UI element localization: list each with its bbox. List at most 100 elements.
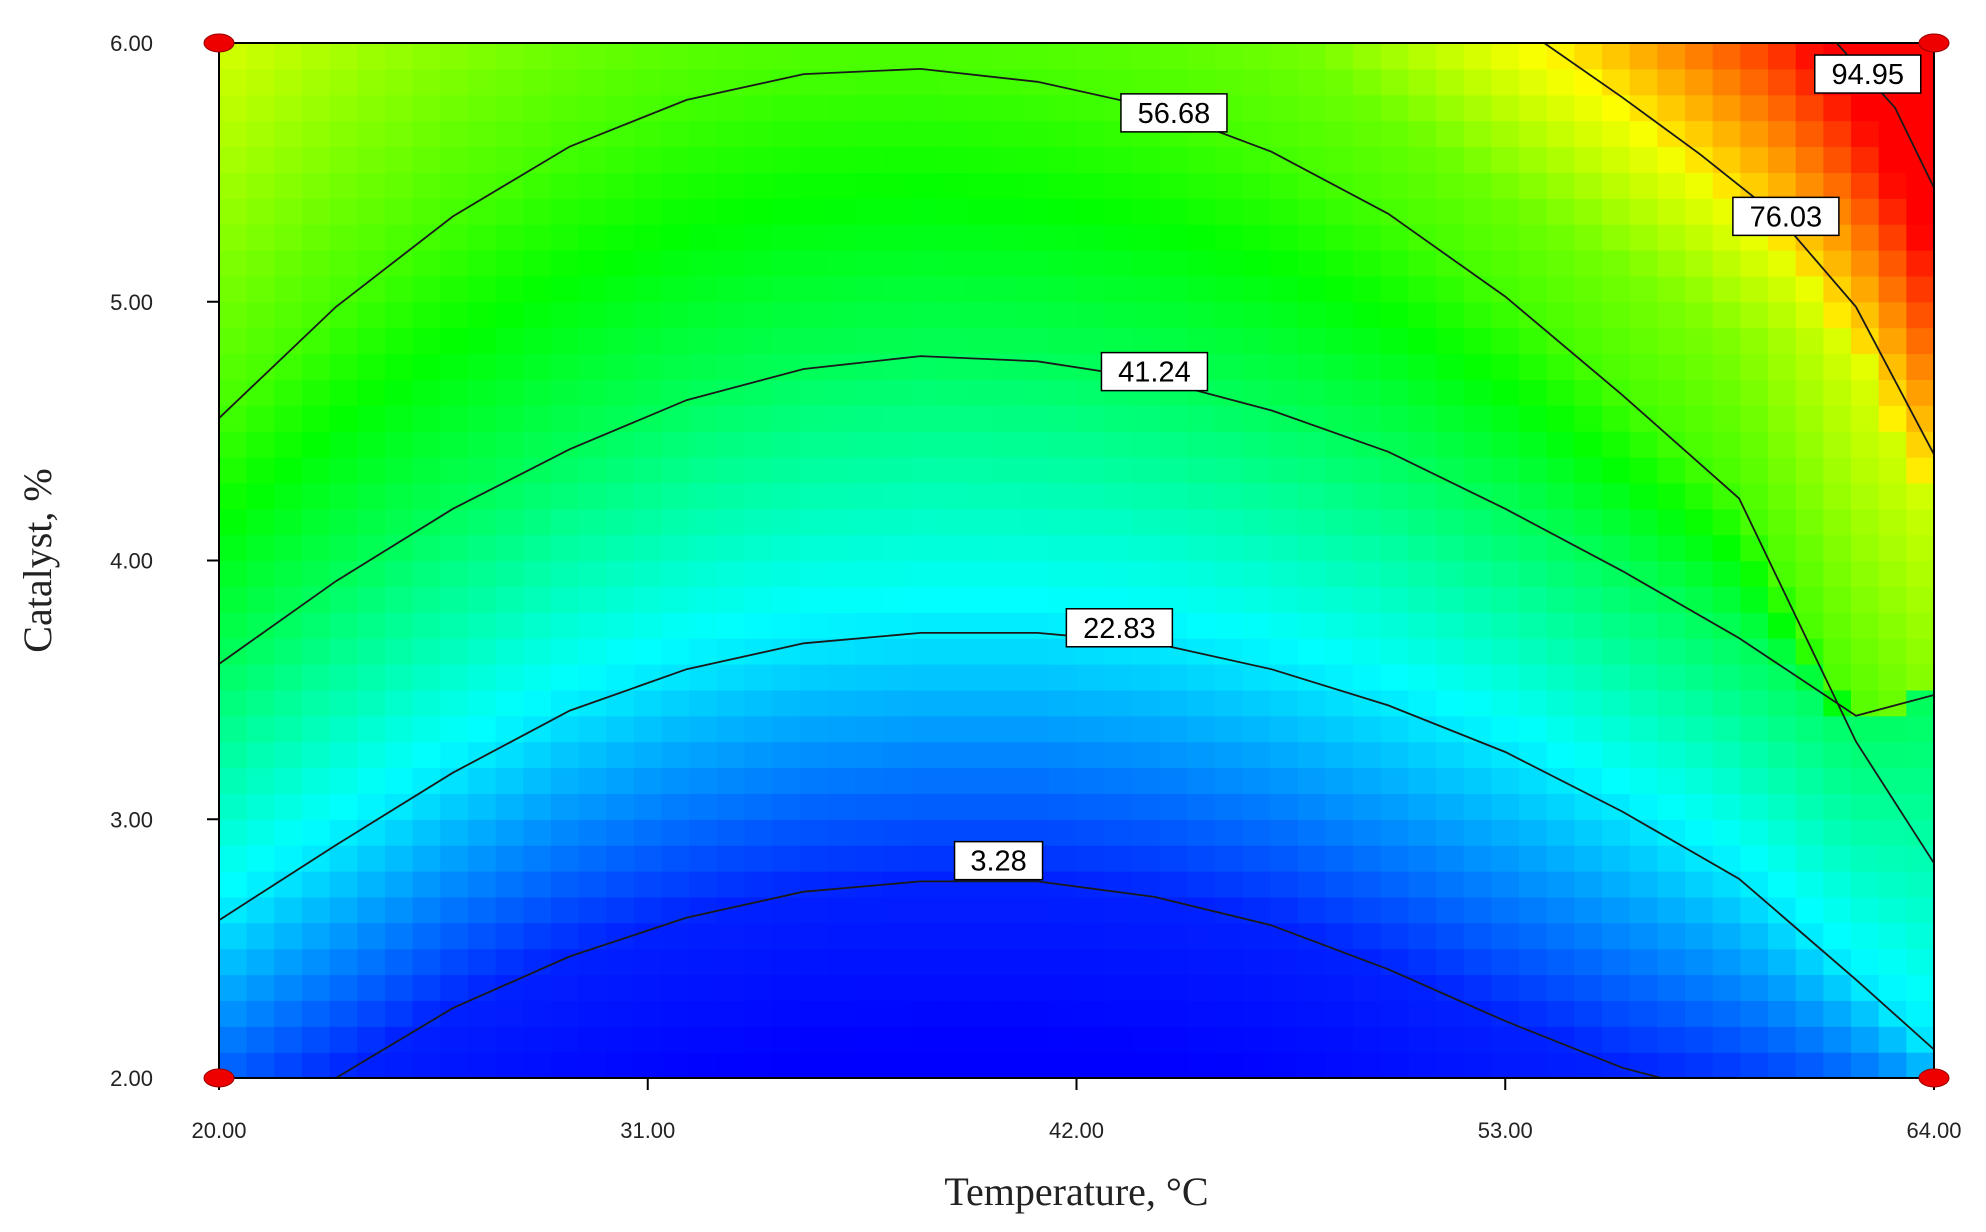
heatmap-cell: [882, 120, 912, 148]
heatmap-cell: [772, 664, 801, 691]
heatmap-cell: [301, 43, 331, 70]
heatmap-cell: [550, 871, 580, 898]
heatmap-cell: [1519, 353, 1548, 380]
heatmap-cell: [1187, 43, 1216, 70]
heatmap-cell: [1048, 94, 1078, 122]
heatmap-cell: [1906, 586, 1935, 613]
heatmap-cell: [1823, 793, 1852, 820]
heatmap-cell: [1353, 224, 1382, 251]
heatmap-cell: [606, 534, 635, 562]
heatmap-cell: [1519, 482, 1548, 510]
heatmap-cell: [1823, 1052, 1852, 1079]
heatmap-cell: [799, 586, 829, 613]
heatmap-cell: [1297, 586, 1327, 613]
heatmap-cell: [1712, 638, 1741, 665]
heatmap-cell: [689, 974, 718, 1001]
heatmap-cell: [1408, 275, 1437, 303]
heatmap-cell: [1104, 224, 1133, 251]
heatmap-cell: [274, 664, 303, 691]
heatmap-cell: [661, 120, 690, 148]
heatmap-cell: [689, 172, 718, 199]
heatmap-cell: [1519, 664, 1548, 691]
heatmap-cell: [1436, 638, 1465, 665]
heatmap-cell: [1242, 482, 1271, 510]
heatmap-cell: [1242, 198, 1271, 225]
heatmap-cell: [1048, 405, 1078, 432]
heatmap-cell: [1574, 198, 1603, 225]
heatmap-cell: [1657, 353, 1686, 380]
heatmap-cell: [689, 612, 718, 639]
heatmap-cell: [689, 534, 718, 562]
heatmap-cell: [1823, 1026, 1852, 1053]
heatmap-cell: [219, 586, 248, 613]
heatmap-cell: [1519, 301, 1548, 329]
heatmap-cell: [855, 1026, 884, 1053]
heatmap-cell: [661, 146, 690, 173]
heatmap-cell: [219, 560, 248, 587]
heatmap-cell: [440, 974, 469, 1001]
heatmap-cell: [938, 94, 967, 122]
heatmap-cell: [772, 482, 801, 510]
heatmap-cell: [744, 819, 773, 846]
heatmap-cell: [357, 534, 386, 562]
heatmap-cell: [1823, 974, 1852, 1001]
heatmap-cell: [1408, 482, 1437, 510]
contour-label-box: [953, 840, 1044, 881]
heatmap-cell: [993, 586, 1022, 613]
heatmap-cell: [882, 198, 912, 225]
heatmap-cell: [301, 120, 331, 148]
heatmap-cell: [1297, 896, 1327, 924]
heatmap-cell: [1242, 68, 1271, 96]
heatmap-cell: [440, 482, 469, 510]
heatmap-cell: [1629, 1026, 1658, 1053]
heatmap-cell: [1463, 741, 1493, 769]
heatmap-cell: [1768, 1026, 1797, 1053]
heatmap-cell: [1823, 508, 1852, 536]
heatmap-cell: [495, 224, 524, 251]
heatmap-cell: [827, 405, 856, 432]
heatmap-cell: [1463, 172, 1493, 199]
heatmap-cell: [384, 845, 414, 872]
heatmap-cell: [827, 172, 856, 199]
heatmap-cell: [1629, 741, 1658, 769]
heatmap-cell: [1270, 715, 1299, 743]
heatmap-cell: [1380, 379, 1410, 406]
heatmap-cell: [633, 767, 663, 794]
heatmap-cell: [1795, 741, 1824, 769]
heatmap-cell: [440, 741, 469, 769]
heatmap-cell: [1463, 250, 1493, 277]
heatmap-cell: [716, 250, 746, 277]
heatmap-cell: [716, 94, 746, 122]
heatmap-cell: [1546, 120, 1575, 148]
heatmap-cell: [384, 301, 414, 329]
heatmap-cell: [661, 508, 690, 536]
heatmap-cell: [633, 534, 663, 562]
heatmap-cell: [1629, 43, 1658, 70]
heatmap-cell: [1242, 922, 1271, 950]
heatmap-cell: [523, 871, 552, 898]
heatmap-cell: [772, 275, 801, 303]
heatmap-cell: [1519, 120, 1548, 148]
heatmap-cell: [689, 120, 718, 148]
heatmap-cell: [1353, 689, 1382, 717]
heatmap-cell: [1076, 250, 1105, 277]
heatmap-cell: [1048, 508, 1078, 536]
heatmap-cell: [1297, 508, 1327, 536]
heatmap-cell: [1795, 275, 1824, 303]
heatmap-cell: [633, 508, 663, 536]
heatmap-cell: [440, 612, 469, 639]
heatmap-cell: [274, 301, 303, 329]
heatmap-cell: [219, 250, 248, 277]
heatmap-cell: [329, 612, 358, 639]
heatmap-cell: [910, 948, 939, 976]
heatmap-cell: [357, 974, 386, 1001]
heatmap-cell: [772, 94, 801, 122]
heatmap-cell: [633, 198, 663, 225]
heatmap-cell: [1740, 664, 1769, 691]
heatmap-cell: [467, 198, 497, 225]
heatmap-cell: [1242, 1000, 1271, 1027]
heatmap-cell: [1463, 224, 1493, 251]
heatmap-cell: [744, 457, 773, 484]
heatmap-cell: [1408, 793, 1437, 820]
heatmap-cell: [1629, 715, 1658, 743]
